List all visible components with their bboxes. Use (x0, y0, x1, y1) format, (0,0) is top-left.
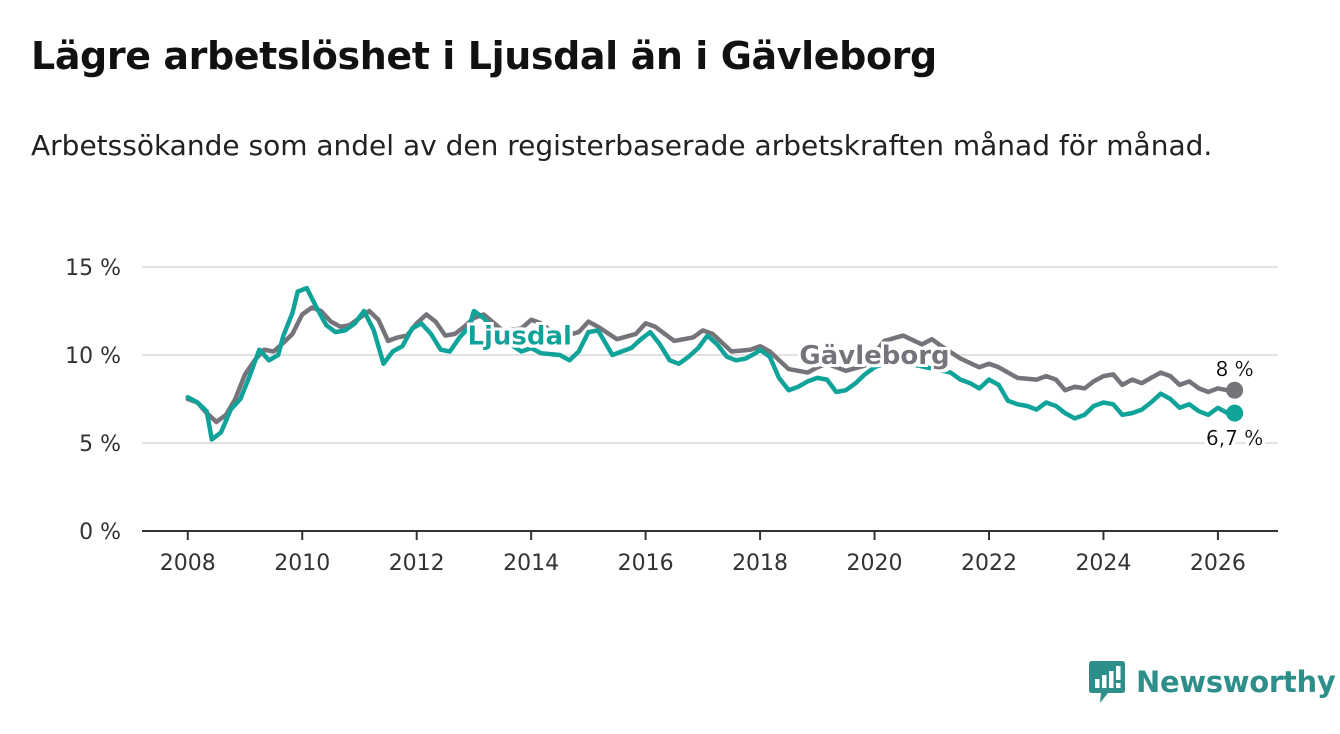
ljusdal-line (185, 285, 1230, 442)
gridlines (142, 266, 1278, 444)
x-tick-label: 2024 (1075, 551, 1131, 576)
chart-subtitle: Arbetssökande som andel av den registerb… (31, 129, 1213, 162)
x-tick-label: 2020 (847, 551, 903, 576)
ljusdal-end-marker (1226, 404, 1244, 422)
newsworthy-logo-icon (1089, 661, 1125, 703)
axes: 0 % 5 % 10 % 15 % 2008 2010 2012 2014 2016 2018 20… (65, 256, 1278, 576)
y-tick-label: 10 % (65, 344, 121, 369)
x-tick-label: 2012 (389, 551, 445, 576)
gavleborg-line (185, 305, 1230, 425)
brand-name: Newsworthy (1136, 665, 1336, 699)
series-labels: Ljusdal Gävleborg 8 % 6,7 % (467, 321, 1263, 450)
gavleborg-end-value: 8 % (1216, 357, 1254, 381)
ljusdal-series-label: Ljusdal (467, 321, 572, 351)
x-tick-label: 2008 (160, 551, 216, 576)
y-tick-label: 5 % (79, 432, 121, 457)
x-tick-label: 2014 (503, 551, 559, 576)
gavleborg-series-label: Gävleborg (799, 341, 949, 371)
series-lines (185, 285, 1244, 442)
x-tick-label: 2026 (1190, 551, 1246, 576)
x-tick-label: 2016 (618, 551, 674, 576)
x-tick-label: 2022 (961, 551, 1017, 576)
newsworthy-logo: Newsworthy (1088, 660, 1336, 704)
ljusdal-end-value: 6,7 % (1206, 426, 1263, 450)
y-tick-label: 0 % (79, 520, 121, 545)
gavleborg-end-marker (1226, 381, 1244, 399)
x-tick-label: 2018 (732, 551, 788, 576)
y-tick-label: 15 % (65, 256, 121, 281)
x-tick-label: 2010 (274, 551, 330, 576)
chart-title: Lägre arbetslöshet i Ljusdal än i Gävleb… (31, 34, 937, 78)
